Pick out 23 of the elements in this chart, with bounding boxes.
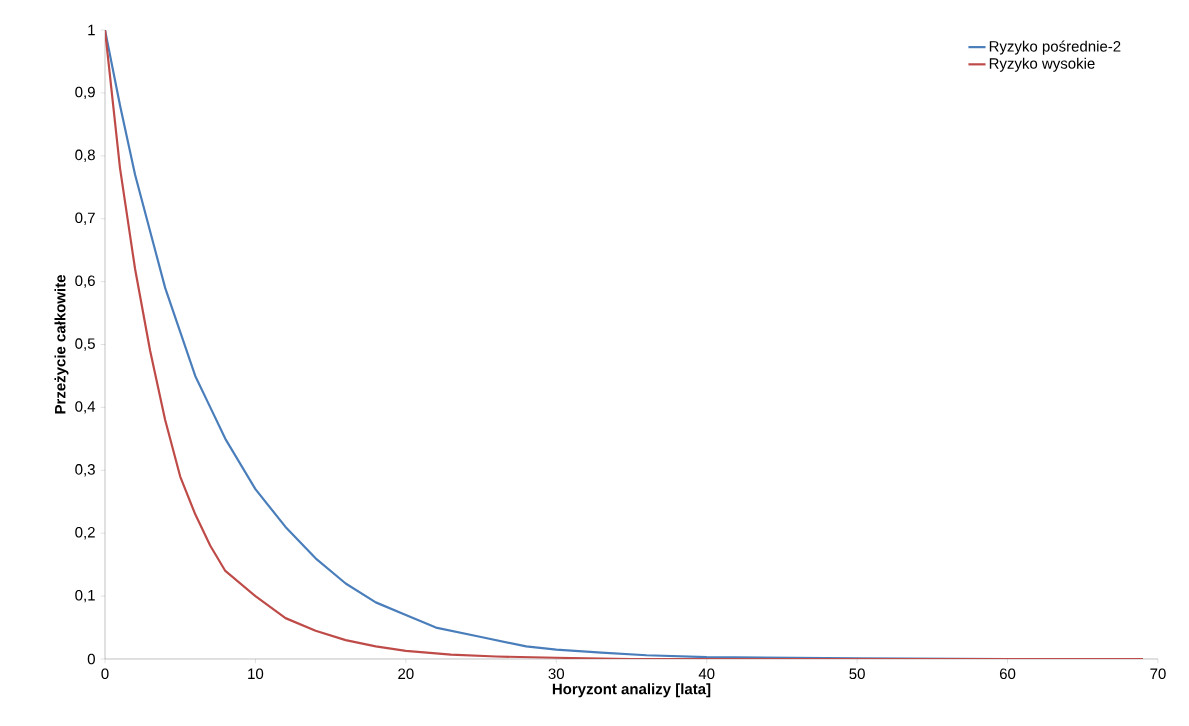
x-tick-label: 30 <box>548 668 565 680</box>
y-tick-label: 0,1 <box>75 589 95 603</box>
x-tick-label: 0 <box>101 668 109 680</box>
y-tick-label: 0 <box>87 653 95 665</box>
y-axis-title: Przeżycie całkowite <box>54 274 69 414</box>
y-tick-label: 0,6 <box>75 275 95 288</box>
y-tick-label: 0,9 <box>75 86 95 100</box>
legend-label: Ryzyko pośrednie-2 <box>989 40 1121 55</box>
legend-label: Ryzyko wysokie <box>989 57 1095 72</box>
x-tick-label: 70 <box>1150 668 1166 680</box>
x-tick-label: 20 <box>398 668 414 680</box>
y-tick-label: 1 <box>88 24 95 36</box>
y-tick-label: 0,8 <box>75 149 95 162</box>
y-tick-label: 0,5 <box>75 338 95 351</box>
x-axis-title: Horyzont analizy [lata] <box>552 683 711 698</box>
x-tick-label: 40 <box>698 668 715 680</box>
x-tick-label: 10 <box>248 668 264 680</box>
y-tick-label: 0,3 <box>75 464 95 477</box>
y-tick-label: 0,4 <box>75 401 96 414</box>
x-tick-label: 60 <box>999 668 1016 680</box>
x-tick-label: 50 <box>849 668 865 680</box>
y-tick-label: 0,7 <box>75 212 95 225</box>
y-tick-label: 0,2 <box>75 527 95 540</box>
